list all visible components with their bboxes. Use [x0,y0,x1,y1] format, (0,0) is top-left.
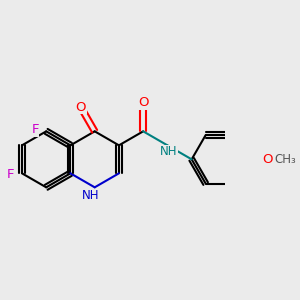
Text: CH₃: CH₃ [274,153,296,166]
Text: F: F [7,168,14,181]
Text: O: O [76,100,86,113]
Text: O: O [138,96,148,110]
Text: NH: NH [82,189,100,202]
Text: O: O [262,153,273,166]
Text: NH: NH [160,146,177,158]
Text: F: F [31,123,39,136]
